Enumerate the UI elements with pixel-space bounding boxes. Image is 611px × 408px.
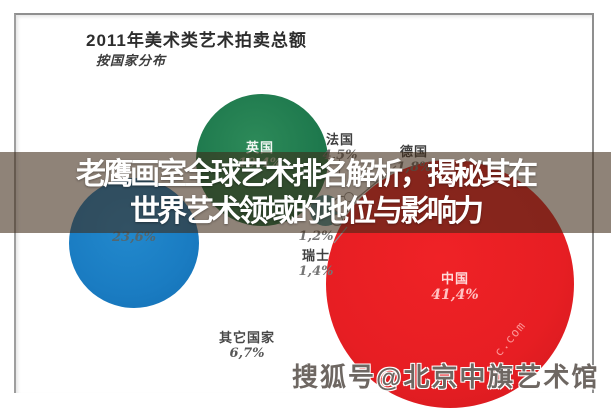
chart-subtitle: 按国家分布: [96, 53, 167, 68]
label-china: 中国 41,4%: [423, 268, 487, 303]
publisher-watermark: 搜狐号@北京中旗艺术馆: [292, 362, 600, 392]
label-china-pct: 41,4%: [431, 287, 479, 303]
headline-line-1: 老鹰画室全球艺术排名解析，揭秘其在: [76, 157, 538, 191]
label-us: 23,6%: [110, 230, 158, 245]
label-switzerland: 瑞士 1,4%: [294, 245, 338, 279]
label-other-countries: 其它国家 6,7%: [213, 327, 281, 361]
label-other-name: 其它国家: [218, 330, 275, 345]
label-uk-name: 英国: [245, 140, 274, 155]
label-us-pct: 23,6%: [111, 230, 156, 245]
label-switzerland-name: 瑞士: [301, 248, 330, 263]
chart-title: 2011年美术类艺术拍卖总额: [86, 31, 307, 50]
label-switzerland-pct: 1,4%: [298, 264, 334, 279]
headline-line-2: 世界艺术领域的地位与影响力: [130, 194, 484, 228]
headline-banner: 老鹰画室全球艺术排名解析，揭秘其在 世界艺术领域的地位与影响力: [0, 152, 611, 233]
label-china-name: 中国: [440, 271, 469, 286]
label-other-pct: 6,7%: [229, 346, 265, 361]
label-france-name: 法国: [325, 132, 354, 147]
